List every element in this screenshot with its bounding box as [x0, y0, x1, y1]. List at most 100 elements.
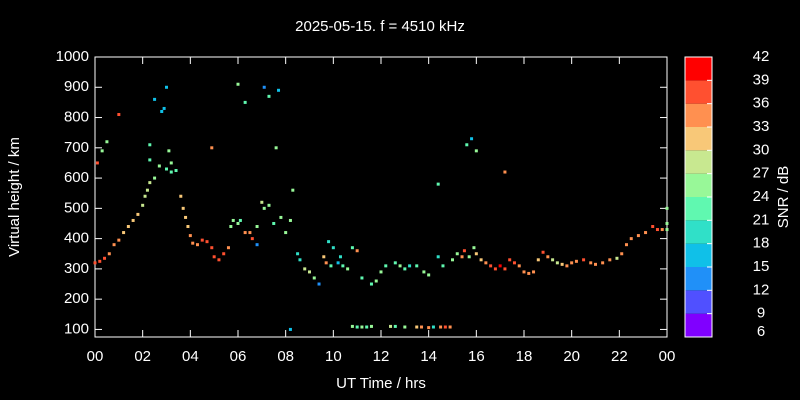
point	[167, 149, 171, 153]
point	[341, 264, 345, 268]
y-tick-label: 1000	[56, 48, 89, 65]
point	[369, 324, 373, 328]
point	[522, 270, 526, 274]
x-axis-label: UT Time / hrs	[336, 375, 426, 392]
colorbar-tick-label: 6	[757, 323, 765, 340]
y-tick-label: 400	[64, 230, 89, 247]
point	[131, 218, 135, 222]
point	[112, 243, 116, 247]
point	[274, 146, 278, 150]
colorbar-band	[685, 243, 712, 267]
colorbar-band	[685, 127, 712, 151]
point	[210, 146, 214, 150]
point	[455, 252, 459, 256]
point	[284, 231, 288, 235]
point	[360, 276, 364, 280]
point	[608, 258, 612, 262]
point	[157, 164, 161, 168]
point	[205, 240, 209, 244]
x-tick-label: 14	[420, 348, 437, 365]
point	[148, 181, 152, 185]
colorbar-band	[685, 197, 712, 221]
point	[365, 325, 369, 329]
point	[229, 225, 233, 229]
point	[255, 243, 259, 247]
point	[250, 237, 254, 241]
point	[489, 264, 493, 268]
point	[122, 231, 126, 235]
point	[379, 270, 383, 274]
x-tick-label: 12	[373, 348, 390, 365]
colorbar-tick-label: 27	[753, 165, 770, 182]
point	[470, 137, 474, 141]
colorbar-tick-label: 42	[753, 48, 770, 65]
point	[665, 228, 669, 232]
point	[95, 161, 99, 165]
point	[217, 258, 221, 262]
point	[338, 255, 342, 259]
y-tick-label: 300	[64, 260, 89, 277]
x-tick-label: 20	[563, 348, 580, 365]
y-tick-label: 700	[64, 139, 89, 156]
point	[503, 267, 507, 271]
point	[398, 264, 402, 268]
colorbar-band	[685, 80, 712, 104]
point	[355, 325, 359, 329]
x-tick-label: 06	[230, 348, 247, 365]
colorbar-tick-label: 15	[753, 258, 770, 275]
point	[443, 325, 447, 329]
colorbar-tick-label: 12	[753, 281, 770, 298]
point	[436, 255, 440, 259]
colorbar-tick-label: 24	[753, 188, 770, 205]
point	[601, 261, 605, 265]
point	[408, 264, 412, 268]
point	[98, 259, 102, 263]
point	[181, 206, 185, 210]
point	[210, 246, 214, 250]
point	[262, 85, 266, 89]
point	[324, 261, 328, 265]
colorbar-band	[685, 103, 712, 127]
point	[474, 149, 478, 153]
point	[636, 234, 640, 238]
point	[503, 170, 507, 174]
colorbar-tick-label: 33	[753, 118, 770, 135]
point	[165, 85, 168, 89]
point	[191, 241, 195, 245]
point	[582, 258, 586, 262]
point	[532, 270, 536, 274]
point	[145, 188, 149, 192]
y-tick-label: 500	[64, 199, 89, 216]
point	[541, 250, 545, 254]
point	[651, 225, 655, 229]
point	[169, 161, 173, 165]
point	[551, 258, 555, 262]
colorbar-tick-label: 9	[757, 305, 765, 322]
point	[136, 212, 140, 216]
point	[660, 228, 664, 232]
point	[331, 246, 335, 250]
point	[267, 203, 271, 207]
point	[527, 271, 531, 275]
x-tick-label: 18	[516, 348, 533, 365]
point	[472, 246, 476, 250]
point	[462, 249, 466, 253]
point	[560, 262, 564, 266]
point	[279, 215, 283, 219]
x-tick-label: 08	[277, 348, 294, 365]
point	[267, 94, 271, 98]
point	[436, 182, 440, 186]
point	[243, 231, 247, 235]
point	[148, 158, 152, 162]
y-tick-label: 200	[64, 290, 89, 307]
x-tick-label: 00	[87, 348, 104, 365]
point	[393, 261, 397, 265]
point	[308, 270, 311, 274]
point	[179, 194, 183, 198]
colorbar-band	[685, 313, 712, 337]
point	[460, 255, 464, 259]
point	[479, 258, 483, 262]
point	[415, 325, 419, 329]
point	[570, 261, 574, 265]
point	[100, 149, 104, 153]
